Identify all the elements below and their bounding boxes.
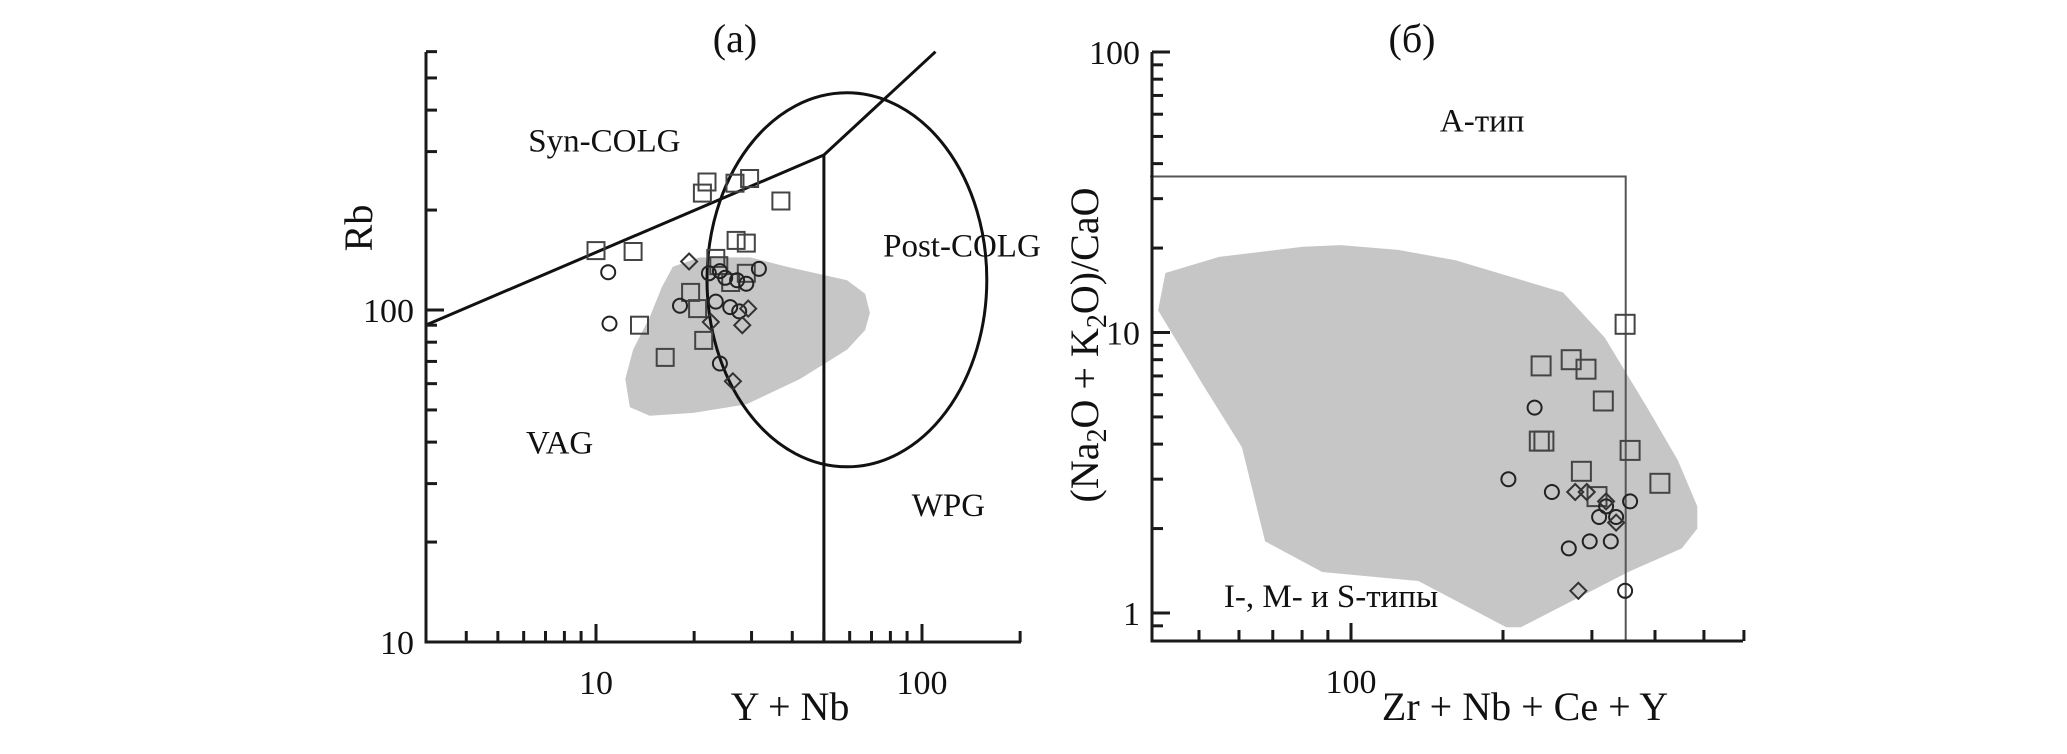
point-circle [711, 355, 728, 372]
b-y-axis-title: (Na2O + K2O)/CaO [1062, 188, 1113, 503]
x-tick-label: 100 [897, 665, 948, 702]
b-panel-title: (б) [1389, 16, 1436, 61]
y-tick-label: 1 [1123, 596, 1140, 633]
point-diamond [1577, 482, 1597, 502]
b-ylabel-part-1: O + K [1062, 328, 1107, 428]
point-square [1592, 390, 1614, 412]
point-circle [700, 265, 717, 282]
point-square [1586, 486, 1608, 508]
point-square [1649, 472, 1671, 494]
b-ylabel-sub-1: 2 [1082, 314, 1113, 328]
point-circle [1560, 540, 1577, 557]
b-ylabel-part-0: (Na [1062, 442, 1107, 502]
a-x-axis-title: Y + Nb [731, 684, 850, 729]
point-square [1575, 358, 1597, 380]
a-shaded-field [625, 257, 870, 416]
point-diamond [1568, 581, 1588, 601]
point-circle [717, 269, 734, 286]
point-diamond [701, 312, 721, 332]
point-circle [738, 275, 755, 292]
b-axes: 100 1 10 100 [1089, 35, 1746, 701]
point-circle [731, 303, 748, 320]
x-tick-label: 10 [579, 665, 613, 702]
x-tick-label: 100 [1326, 664, 1377, 701]
point-square [725, 173, 745, 193]
point-square [586, 241, 606, 261]
point-square [740, 169, 760, 188]
y-tick-label: 10 [380, 625, 414, 662]
point-square [1570, 460, 1592, 482]
point-diamond [732, 315, 752, 335]
point-circle [672, 297, 688, 314]
point-circle [1617, 582, 1634, 599]
region-label-post-colg: Post-COLG [883, 228, 1041, 264]
b-data-points [1500, 313, 1671, 601]
point-square [655, 347, 675, 367]
point-diamond [723, 371, 743, 391]
a-type-boundary [1150, 175, 1627, 641]
point-square [1614, 313, 1636, 335]
point-diamond [1606, 513, 1626, 533]
a-boundaries [424, 50, 937, 642]
point-square [630, 315, 649, 335]
point-circle [1602, 533, 1619, 550]
b-x-axis-title: Zr + Nb + Ce + Y [1382, 684, 1668, 729]
point-square [688, 299, 708, 319]
point-diamond [1596, 491, 1616, 511]
point-circle [1608, 509, 1625, 525]
region-label-a-type: A-тип [1440, 104, 1525, 140]
point-square [694, 330, 714, 350]
point-square [697, 172, 717, 192]
point-circle [601, 315, 618, 332]
point-circle [707, 293, 724, 310]
point-circle [1526, 399, 1543, 416]
point-square [771, 191, 791, 211]
b-shaded-field [1158, 245, 1698, 628]
point-circle [1500, 471, 1517, 488]
point-square [736, 233, 756, 253]
point-circle [1581, 533, 1598, 550]
point-circle [722, 299, 739, 316]
point-square [692, 183, 712, 203]
region-label-syn-colg: Syn-COLG [528, 124, 680, 160]
point-square [1533, 430, 1555, 452]
b-boundaries [1150, 175, 1627, 641]
point-square [1619, 439, 1641, 461]
point-circle [1591, 509, 1608, 525]
point-square [623, 242, 643, 261]
point-circle [1622, 493, 1639, 510]
point-square [706, 248, 726, 268]
a-y-axis-title: Rb [336, 205, 381, 252]
point-diamond [679, 252, 699, 271]
point-diamond [738, 299, 758, 318]
a-panel-title: (a) [713, 16, 757, 61]
a-axes: 10 100 10 100 [363, 50, 1022, 702]
point-circle [750, 260, 767, 277]
point-circle [600, 264, 617, 281]
b-ylabel-sub-0: 2 [1082, 429, 1113, 443]
region-label-wpg: WPG [912, 488, 985, 524]
point-square [1530, 355, 1552, 377]
point-square [726, 230, 746, 250]
b-ylabel-part-2: O)/CaO [1062, 188, 1107, 315]
y-tick-label: 100 [363, 293, 414, 330]
region-label-ims-types: I-, M- и S-типы [1224, 579, 1438, 615]
a-data-points [586, 169, 791, 391]
region-label-vag: VAG [526, 425, 593, 461]
panel-a: 10 100 10 100 (a) Y + Nb Rb Syn-COLG Post-C… [336, 16, 1041, 729]
point-circle [1543, 484, 1560, 500]
point-circle [729, 272, 746, 289]
y-tick-label: 100 [1089, 35, 1140, 72]
y-tick-label: 10 [1106, 316, 1140, 353]
